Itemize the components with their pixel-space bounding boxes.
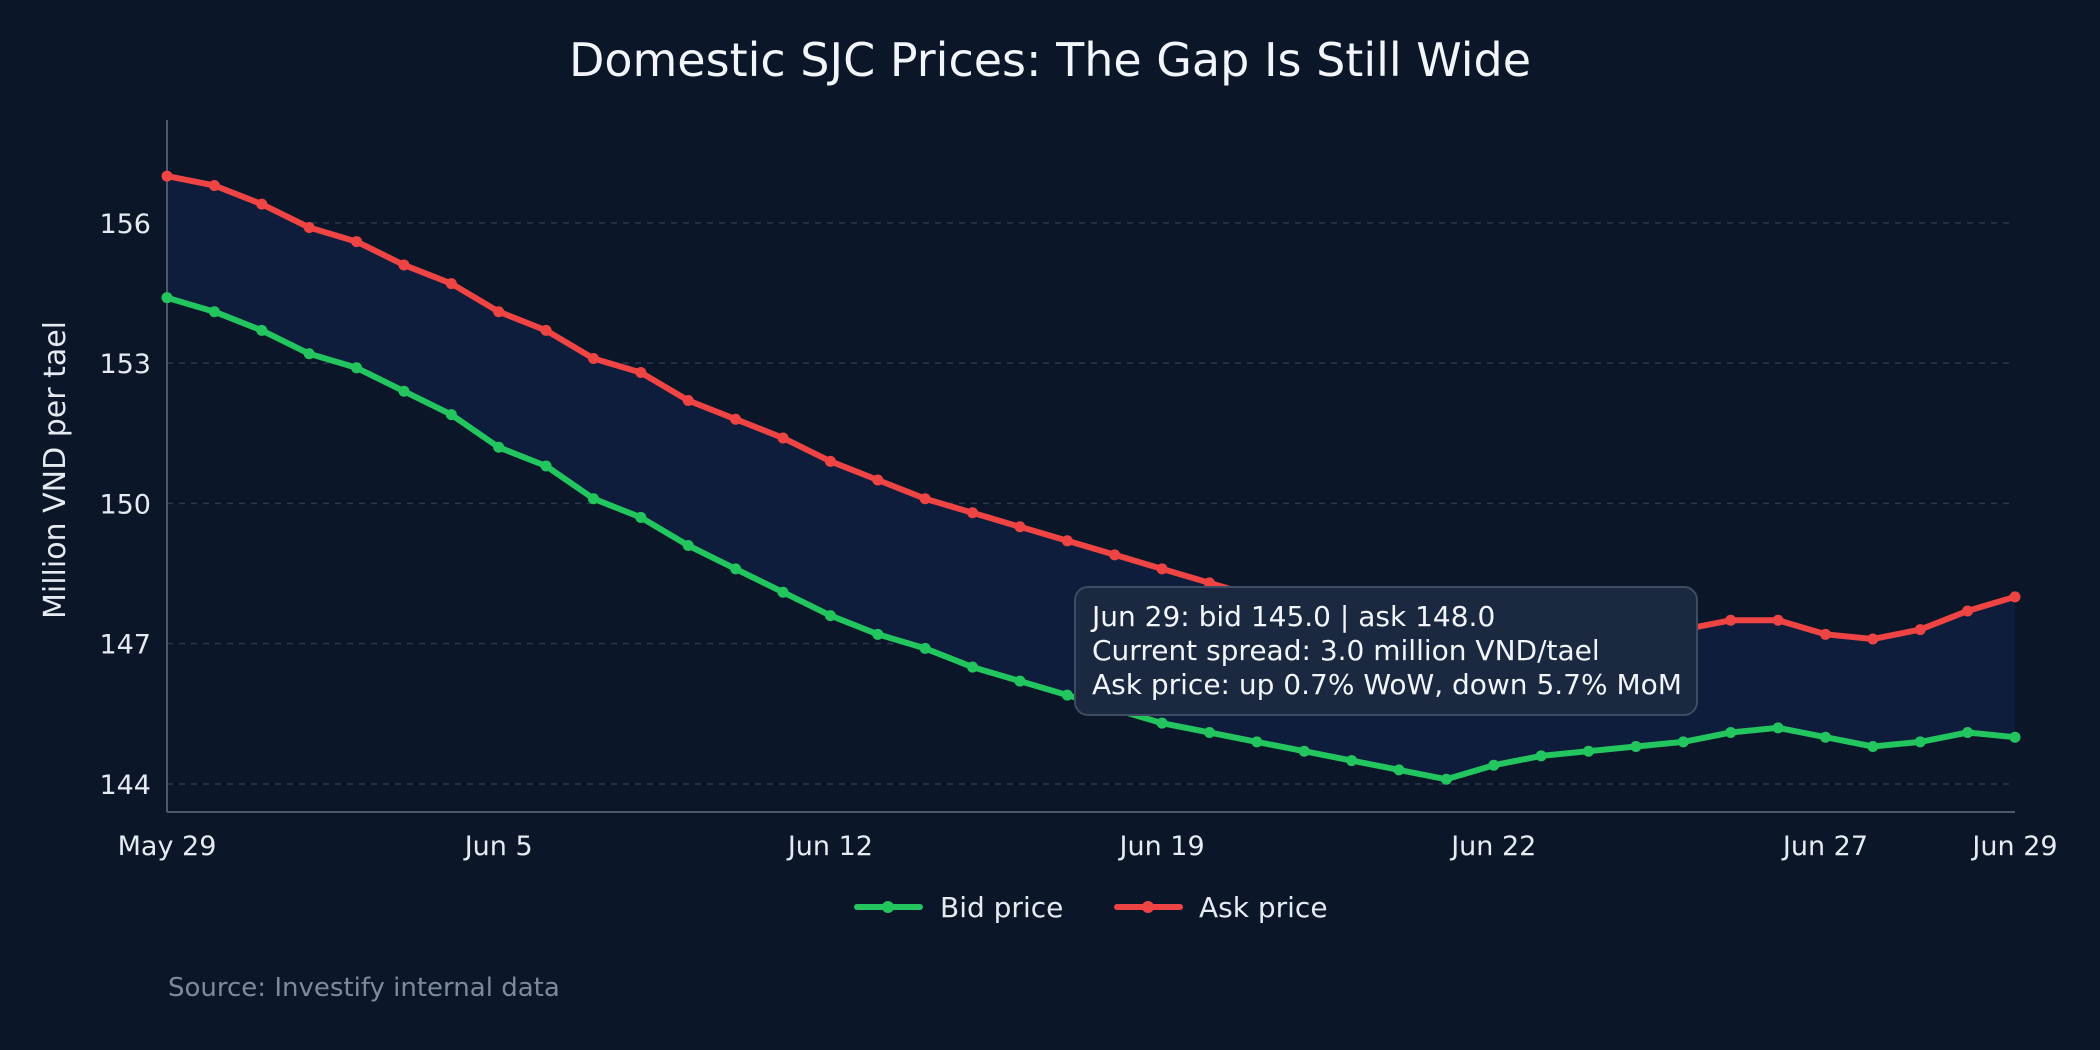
bid-price-point bbox=[351, 362, 363, 374]
bid-price-point bbox=[682, 539, 694, 551]
bid-price-point bbox=[777, 586, 789, 598]
ask-price-point bbox=[161, 170, 173, 182]
bid-price-point bbox=[1203, 727, 1215, 739]
x-tick-label: Jun 27 bbox=[1781, 831, 1868, 862]
ask-price-point bbox=[208, 179, 220, 191]
ask-price-point bbox=[1772, 614, 1784, 626]
bid-price-point bbox=[1061, 689, 1073, 701]
bid-price-point bbox=[1298, 745, 1310, 757]
ask-price-point bbox=[1061, 535, 1073, 547]
bid-price-point bbox=[540, 460, 552, 472]
bid-price-point bbox=[493, 441, 505, 453]
legend-ask-marker bbox=[1142, 901, 1154, 913]
ask-price-point bbox=[967, 507, 979, 519]
ask-price-line bbox=[164, 173, 2018, 642]
chart-title: Domestic SJC Prices: The Gap Is Still Wi… bbox=[569, 33, 1531, 87]
ask-price-point bbox=[398, 259, 410, 271]
source-note: Source: Investify internal data bbox=[168, 973, 560, 1003]
ask-price-point bbox=[587, 352, 599, 364]
ask-price-point bbox=[351, 236, 363, 248]
bid-price-point bbox=[445, 409, 457, 421]
bid-price-point bbox=[1156, 717, 1168, 729]
ask-price-point bbox=[872, 474, 884, 486]
bid-price-point bbox=[730, 563, 742, 575]
ask-price-point bbox=[1867, 633, 1879, 645]
y-axis-title: Million VND per tael bbox=[38, 321, 73, 619]
x-tick-label: Jun 19 bbox=[1118, 831, 1205, 862]
ask-price-point bbox=[1109, 549, 1121, 561]
ask-price-point bbox=[919, 493, 931, 505]
tooltip-annotation: Jun 29: bid 145.0 | ask 148.0 Current sp… bbox=[1074, 586, 1698, 716]
bid-price-point bbox=[1819, 731, 1831, 743]
bid-price-point bbox=[1393, 764, 1405, 776]
ask-price-point bbox=[1962, 605, 1974, 617]
ask-price-point bbox=[493, 306, 505, 318]
bid-price-point bbox=[1725, 727, 1737, 739]
legend-bid-label: Bid price bbox=[940, 891, 1063, 924]
ask-price-point bbox=[682, 395, 694, 407]
axes bbox=[166, 120, 2015, 813]
bid-price-point bbox=[303, 348, 315, 360]
ask-price-point bbox=[303, 222, 315, 234]
ask-price-point bbox=[540, 324, 552, 336]
tooltip-line-prices: Jun 29: bid 145.0 | ask 148.0 bbox=[1092, 600, 1496, 633]
y-tick-label: 156 bbox=[99, 209, 151, 240]
bid-price-point bbox=[398, 385, 410, 397]
bid-price-point bbox=[1630, 741, 1642, 753]
bid-price-point bbox=[1772, 722, 1784, 734]
y-tick-label: 150 bbox=[99, 489, 151, 520]
x-tick-label: Jun 12 bbox=[786, 831, 873, 862]
y-tick-label: 147 bbox=[99, 630, 151, 661]
legend-bid-marker bbox=[882, 901, 894, 913]
bid-price-point bbox=[1440, 773, 1452, 785]
ask-price-point bbox=[2009, 591, 2021, 603]
ask-price-point bbox=[824, 455, 836, 467]
x-tick-label: Jun 29 bbox=[1970, 831, 2057, 862]
bid-price-point bbox=[1251, 736, 1263, 748]
ask-price-point bbox=[1203, 577, 1215, 589]
ask-price-point bbox=[777, 432, 789, 444]
bid-price-point bbox=[919, 642, 931, 654]
bid-price-point bbox=[1677, 736, 1689, 748]
bid-price-point bbox=[1488, 759, 1500, 771]
bid-price-point bbox=[635, 511, 647, 523]
bid-price-point bbox=[1914, 736, 1926, 748]
ask-price-point bbox=[730, 413, 742, 425]
bid-price-point bbox=[824, 610, 836, 622]
x-tick-label: May 29 bbox=[118, 831, 217, 862]
bid-price-point bbox=[872, 628, 884, 640]
bid-price-point bbox=[967, 661, 979, 673]
ask-price-point bbox=[1156, 563, 1168, 575]
ask-price-point bbox=[635, 366, 647, 378]
ask-price-point bbox=[1819, 628, 1831, 640]
ask-price-point bbox=[256, 198, 268, 210]
x-tick-label: Jun 22 bbox=[1449, 831, 1536, 862]
y-tick-label: 153 bbox=[99, 349, 151, 380]
ask-price-point bbox=[1725, 614, 1737, 626]
bid-price-point bbox=[587, 493, 599, 505]
bid-price-point bbox=[1962, 727, 1974, 739]
ask-price-point bbox=[1014, 521, 1026, 533]
tooltip-line-spread: Current spread: 3.0 million VND/tael bbox=[1092, 634, 1600, 667]
bid-price-point bbox=[1583, 745, 1595, 757]
bid-price-point bbox=[208, 306, 220, 318]
tooltip-line-change: Ask price: up 0.7% WoW, down 5.7% MoM bbox=[1092, 668, 1682, 701]
bid-price-point bbox=[1535, 750, 1547, 762]
tick-labels: 144 147 150 153 156 May 29 Jun 5 Jun 12 Jun 19 Ju… bbox=[99, 209, 2057, 862]
legend-ask-label: Ask price bbox=[1199, 891, 1328, 924]
x-tick-label: Jun 5 bbox=[463, 831, 533, 862]
bid-price-point bbox=[1014, 675, 1026, 687]
ask-price-point bbox=[445, 278, 457, 290]
legend: Bid price Ask price bbox=[854, 891, 1328, 924]
bid-price-point bbox=[161, 292, 173, 304]
y-tick-label: 144 bbox=[99, 770, 151, 801]
bid-price-point bbox=[2009, 731, 2021, 743]
bid-price-point bbox=[1867, 741, 1879, 753]
ask-price-point bbox=[1914, 624, 1926, 636]
bid-price-point bbox=[256, 324, 268, 336]
bid-price-point bbox=[1346, 755, 1358, 767]
